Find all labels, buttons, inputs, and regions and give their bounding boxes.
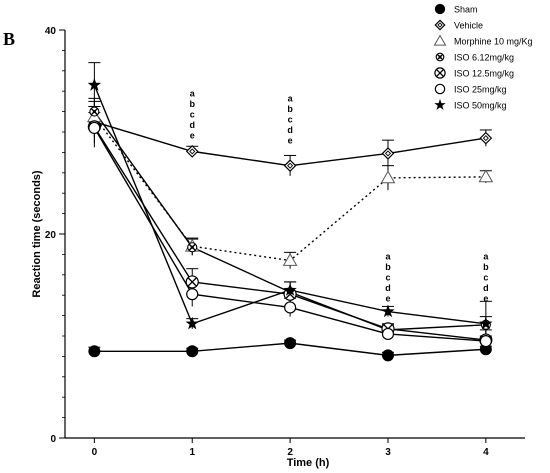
data-point [186, 345, 199, 358]
x-tick-label: 4 [483, 447, 489, 458]
panel-label: B [3, 29, 15, 49]
significance-letter: b [385, 262, 391, 272]
data-point [89, 106, 100, 117]
data-point [380, 170, 396, 184]
legend-label: ISO 12.5mg/kg [454, 69, 514, 79]
data-point [187, 242, 198, 253]
legend-marker [434, 67, 446, 79]
significance-letter: d [287, 125, 293, 135]
significance-letter: a [483, 252, 489, 262]
significance-letter: a [385, 252, 391, 262]
significance-letter: e [385, 294, 390, 304]
x-tick-label: 1 [189, 447, 195, 458]
data-point [185, 275, 199, 289]
data-point [87, 78, 102, 91]
legend-label: ISO 25mg/kg [454, 85, 507, 95]
significance-letter: a [288, 93, 294, 103]
legend-label: Sham [454, 5, 478, 15]
legend-marker [434, 3, 446, 15]
data-point [479, 335, 492, 348]
data-point [88, 121, 101, 135]
x-axis-title: Time (h) [287, 457, 330, 469]
data-point [283, 159, 297, 173]
data-point [284, 301, 297, 314]
data-point [479, 316, 493, 330]
significance-letter: e [288, 135, 293, 145]
data-point [284, 337, 297, 350]
legend-marker [433, 34, 447, 46]
significance-letter: b [287, 104, 293, 114]
y-tick-label: 40 [45, 26, 57, 37]
y-tick-label: 20 [45, 230, 57, 241]
data-point [479, 131, 493, 145]
data-point [185, 316, 199, 330]
legend: Sham Vehicle Morphine 10 mg/Kg ISO 6.12mg/k… [433, 3, 533, 111]
legend-marker [434, 19, 446, 31]
legend-label: Morphine 10 mg/Kg [454, 37, 533, 47]
x-tick-label: 3 [385, 447, 391, 458]
significance-letter: e [190, 130, 195, 140]
significance-letter: e [483, 294, 488, 304]
legend-label: Vehicle [454, 21, 483, 31]
data-point [186, 288, 199, 301]
legend-label: ISO 6.12mg/kg [454, 53, 514, 63]
y-axis-title: Reaction time (seconds) [31, 170, 43, 297]
data-point [478, 169, 494, 183]
legend-label: ISO 50mg/kg [454, 101, 507, 111]
legend-marker [434, 99, 446, 110]
significance-letter: c [483, 273, 488, 283]
data-point [381, 349, 394, 362]
y-tick-label: 0 [50, 434, 56, 445]
data-point [283, 287, 297, 301]
significance-letter: c [288, 114, 293, 124]
legend-marker [434, 83, 446, 95]
significance-letter: a [190, 88, 196, 98]
data-point [381, 327, 395, 341]
significance-letter: c [385, 273, 390, 283]
x-tick-label: 0 [92, 447, 98, 458]
data-point [282, 253, 298, 266]
significance-letter: d [483, 283, 489, 293]
data-point [381, 304, 395, 318]
data-point [185, 145, 199, 158]
significance-letter: b [189, 99, 195, 109]
data-point [88, 345, 101, 358]
x-tick-label: 2 [287, 447, 293, 458]
significance-letter: d [189, 120, 195, 130]
legend-marker [435, 52, 445, 62]
significance-letter: d [385, 283, 391, 293]
data-point [283, 283, 297, 296]
significance-letter: c [190, 109, 195, 119]
data-point [381, 147, 395, 160]
significance-letter: b [483, 262, 489, 272]
